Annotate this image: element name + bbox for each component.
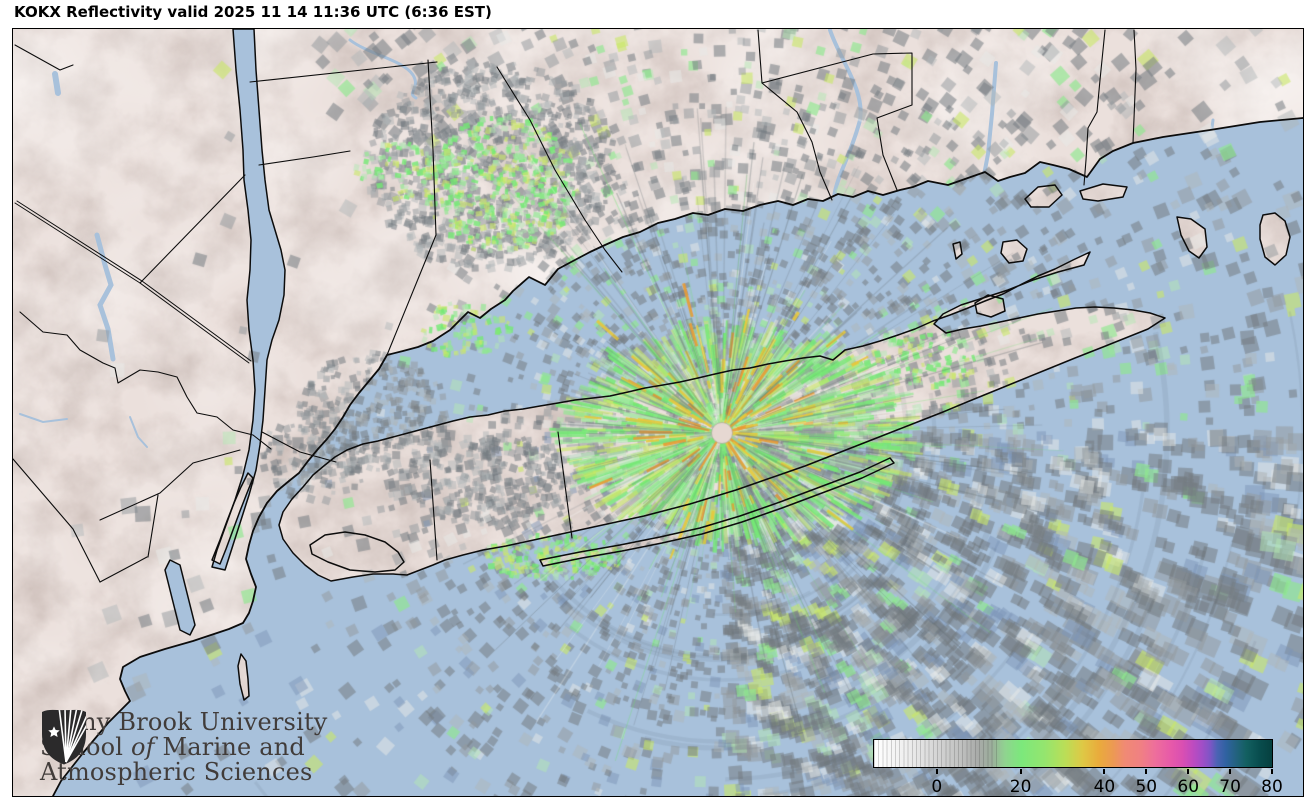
- colorbar-tick-label: 60: [1177, 777, 1200, 797]
- colorbar-tick-label: 50: [1135, 777, 1158, 797]
- radar-echo-layer: [13, 29, 1303, 796]
- stony-brook-branding: Stony Brook University School of Marine …: [40, 707, 328, 785]
- page-title: KOKX Reflectivity valid 2025 11 14 11:36…: [14, 3, 492, 21]
- colorbar-tick: [1103, 769, 1106, 774]
- colorbar-tick-label: 0: [931, 777, 943, 797]
- radar-map: 0 20 40 50 60 70 80: [12, 28, 1304, 797]
- stony-brook-shield-icon: [42, 709, 86, 765]
- branding-line-3: Atmospheric Sciences: [40, 758, 313, 786]
- branding-line-1: Stony Brook University: [40, 708, 328, 736]
- branding-text: Stony Brook University School of Marine …: [40, 710, 328, 785]
- colorbar-gradient: 0 20 40 50 60 70 80: [873, 739, 1283, 797]
- colorbar-tick: [1271, 769, 1273, 774]
- colorbar-step-lines: [874, 740, 998, 767]
- shield-star: [48, 726, 60, 737]
- colorbar-tick: [1229, 769, 1232, 774]
- colorbar-tick: [1187, 769, 1190, 774]
- basemap-boundary-layer: [13, 29, 1303, 796]
- colorbar-tick-label: 40: [1093, 777, 1116, 797]
- colorbar-tick-label: 70: [1219, 777, 1241, 797]
- colorbar-tick: [1019, 769, 1022, 774]
- colorbar-tick: [935, 769, 938, 774]
- colorbar-tick-label: 20: [1009, 777, 1032, 797]
- colorbar-tick-label: 80: [1261, 777, 1283, 797]
- reflectivity-colorbar: 0 20 40 50 60 70 80: [873, 739, 1283, 797]
- colorbar-tick: [1145, 769, 1148, 774]
